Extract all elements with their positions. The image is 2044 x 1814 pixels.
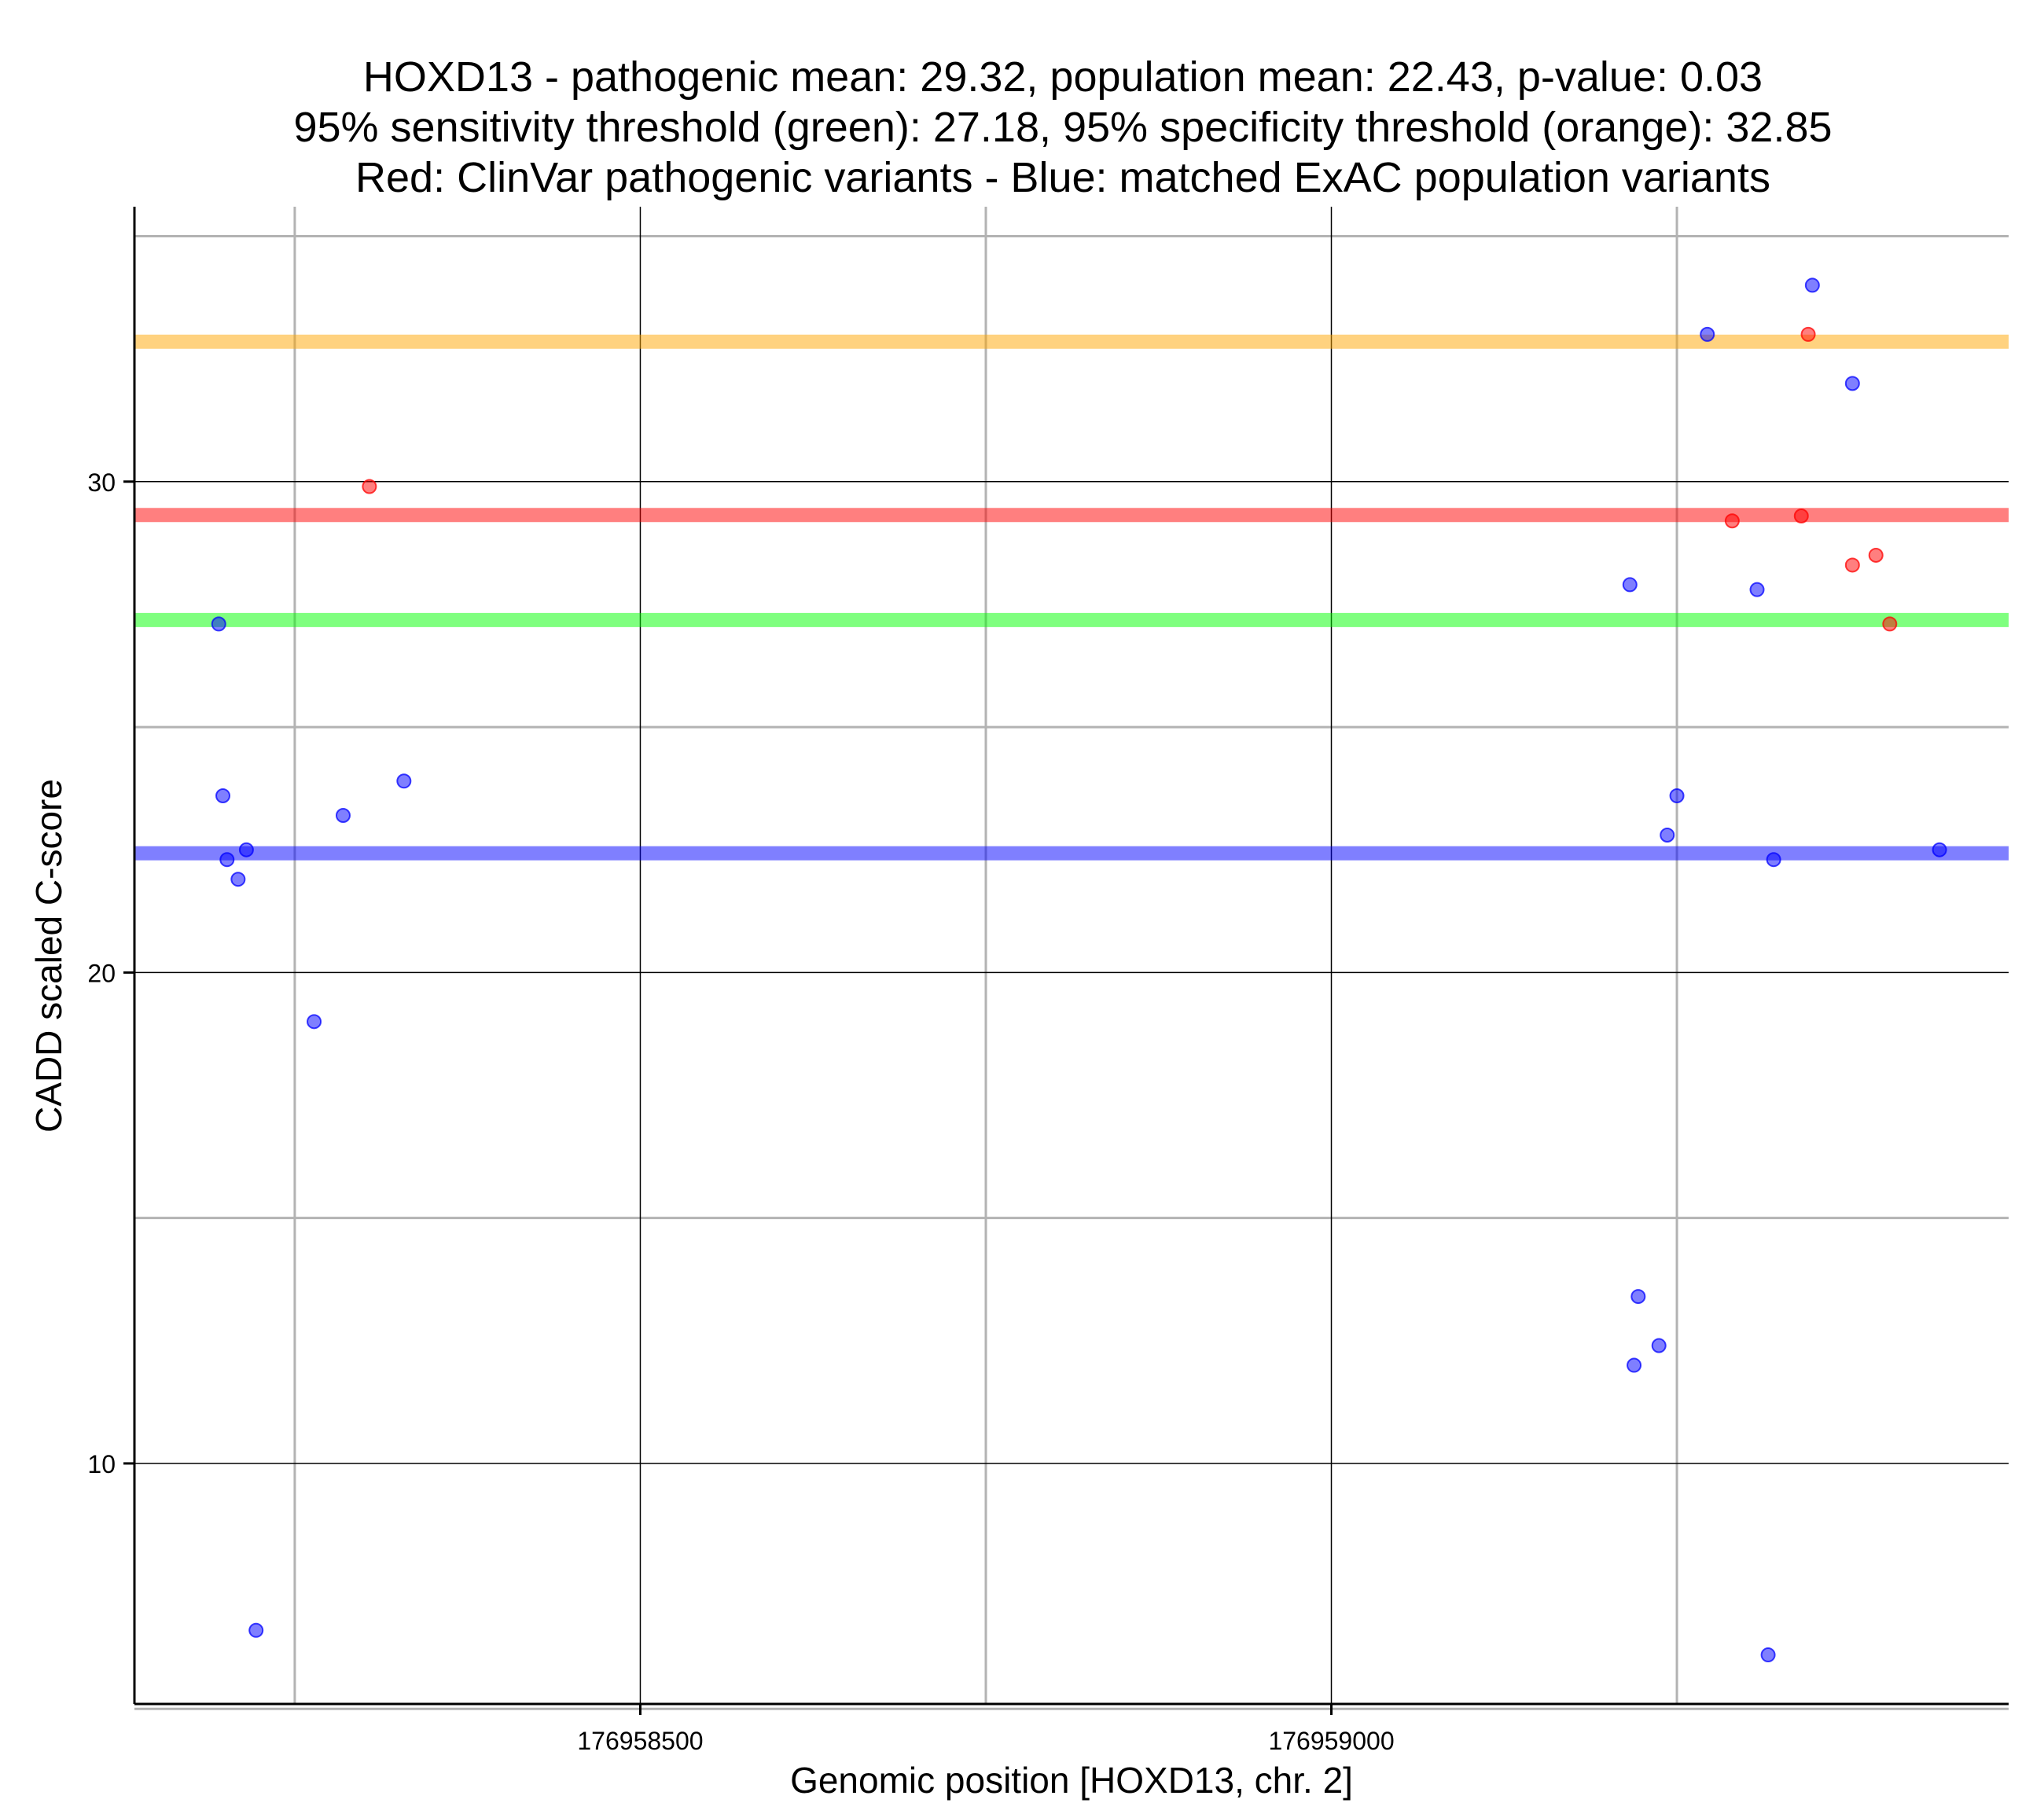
- scatter-point: [219, 852, 235, 868]
- scatter-point: [1760, 1647, 1776, 1663]
- threshold-lines: [134, 334, 2009, 861]
- y-axis-ticks: 10 20 30: [87, 468, 134, 1478]
- scatter-point: [1749, 582, 1765, 597]
- y-tick-label: 20: [87, 959, 116, 987]
- title-line-2: 95% sensitivity threshold (green): 27.18…: [293, 104, 1832, 151]
- scatter-point: [248, 1622, 264, 1638]
- x-tick-label: 176959000: [1268, 1727, 1394, 1755]
- minor-gridlines: [134, 207, 2009, 1710]
- title-line-3: Red: ClinVar pathogenic variants - Blue:…: [355, 154, 1770, 201]
- y-axis-title: CADD scaled C-score: [28, 779, 69, 1133]
- scatter-point: [1622, 577, 1638, 593]
- scatter-point: [1800, 326, 1816, 342]
- chart-title: HOXD13 - pathogenic mean: 29.32, populat…: [293, 53, 1832, 201]
- y-tick-label: 10: [87, 1450, 116, 1478]
- scatter-point: [215, 788, 231, 804]
- scatter-point: [1630, 1289, 1646, 1305]
- title-line-1: HOXD13 - pathogenic mean: 29.32, populat…: [363, 53, 1763, 101]
- scatter-point: [211, 616, 226, 632]
- scatter-point: [1651, 1338, 1667, 1353]
- scatter-point: [1932, 842, 1947, 857]
- scatter-point: [1844, 557, 1860, 573]
- scatter-point: [1844, 376, 1860, 391]
- scatter-point: [1700, 326, 1715, 342]
- y-tick-label: 30: [87, 468, 116, 497]
- scatter-point: [1793, 508, 1809, 523]
- scatter-point: [1868, 547, 1884, 563]
- scatter-point: [1882, 616, 1898, 632]
- scatter-point: [396, 773, 412, 789]
- x-tick-label: 176958500: [577, 1727, 703, 1755]
- scatter-point: [335, 807, 351, 823]
- data-points: [211, 277, 1947, 1663]
- scatter-point: [1660, 827, 1675, 843]
- scatter-point: [1724, 513, 1740, 529]
- scatter-point: [307, 1014, 322, 1030]
- scatter-point: [1627, 1357, 1642, 1373]
- scatter-point: [362, 479, 377, 494]
- x-axis-title: Genomic position [HOXD13, chr. 2]: [790, 1760, 1353, 1801]
- scatter-point: [238, 842, 254, 857]
- scatter-point: [1766, 852, 1781, 868]
- major-gridlines: [134, 207, 2009, 1704]
- x-axis-ticks: 176958500 176959000: [577, 1704, 1395, 1755]
- scatter-point: [1669, 788, 1685, 804]
- scatter-point: [230, 872, 246, 887]
- scatter-point: [1804, 277, 1820, 293]
